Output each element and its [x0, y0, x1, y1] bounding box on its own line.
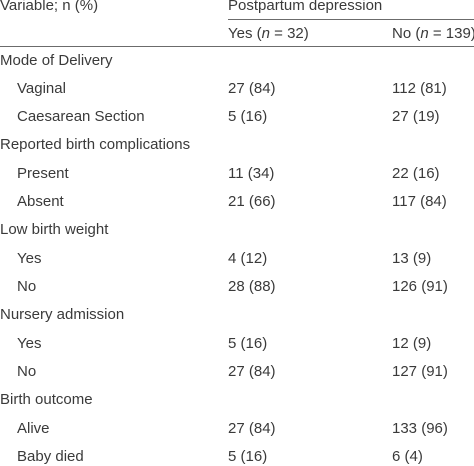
- section-label: Mode of Delivery: [0, 52, 113, 69]
- row-yes-value: 11 (34): [228, 165, 275, 182]
- row-label: No: [17, 278, 37, 295]
- row-label: No: [17, 363, 37, 380]
- row-no-value: 27 (19): [392, 108, 440, 125]
- row-yes-value: 21 (66): [228, 193, 276, 210]
- row-label: Yes: [17, 250, 42, 267]
- row-yes-value: 27 (84): [228, 420, 276, 437]
- row-yes-value: 27 (84): [228, 363, 276, 380]
- row-label: Vaginal: [17, 80, 66, 97]
- row-no-value: 6 (4): [392, 448, 423, 465]
- section-label: Birth outcome: [0, 391, 93, 408]
- variable-header: Variable; n (%): [0, 0, 99, 14]
- group-header-rule: [228, 19, 474, 20]
- row-label: Caesarean Section: [17, 108, 145, 125]
- row-yes-value: 5 (16): [228, 448, 268, 465]
- row-no-value: 13 (9): [392, 250, 432, 267]
- row-label: Baby died: [17, 448, 84, 465]
- row-no-value: 22 (16): [392, 165, 440, 182]
- header-rule: [0, 46, 474, 47]
- group-header: Postpartum depression: [228, 0, 383, 14]
- row-label: Yes: [17, 335, 42, 352]
- col-header-yes: Yes (n = 32): [228, 25, 309, 42]
- row-yes-value: 5 (16): [228, 108, 268, 125]
- row-no-value: 133 (96): [392, 420, 448, 437]
- row-yes-value: 4 (12): [228, 250, 268, 267]
- section-label: Nursery admission: [0, 306, 125, 323]
- row-no-value: 117 (84): [392, 193, 447, 210]
- row-label: Present: [17, 165, 69, 182]
- row-label: Absent: [17, 193, 64, 210]
- row-yes-value: 5 (16): [228, 335, 268, 352]
- row-no-value: 127 (91): [392, 363, 448, 380]
- section-label: Reported birth complications: [0, 136, 191, 153]
- row-no-value: 126 (91): [392, 278, 448, 295]
- row-no-value: 112 (81): [392, 80, 447, 97]
- section-label: Low birth weight: [0, 221, 109, 238]
- row-yes-value: 27 (84): [228, 80, 276, 97]
- row-yes-value: 28 (88): [228, 278, 276, 295]
- col-header-no: No (n = 139): [392, 25, 474, 42]
- row-no-value: 12 (9): [392, 335, 432, 352]
- row-label: Alive: [17, 420, 50, 437]
